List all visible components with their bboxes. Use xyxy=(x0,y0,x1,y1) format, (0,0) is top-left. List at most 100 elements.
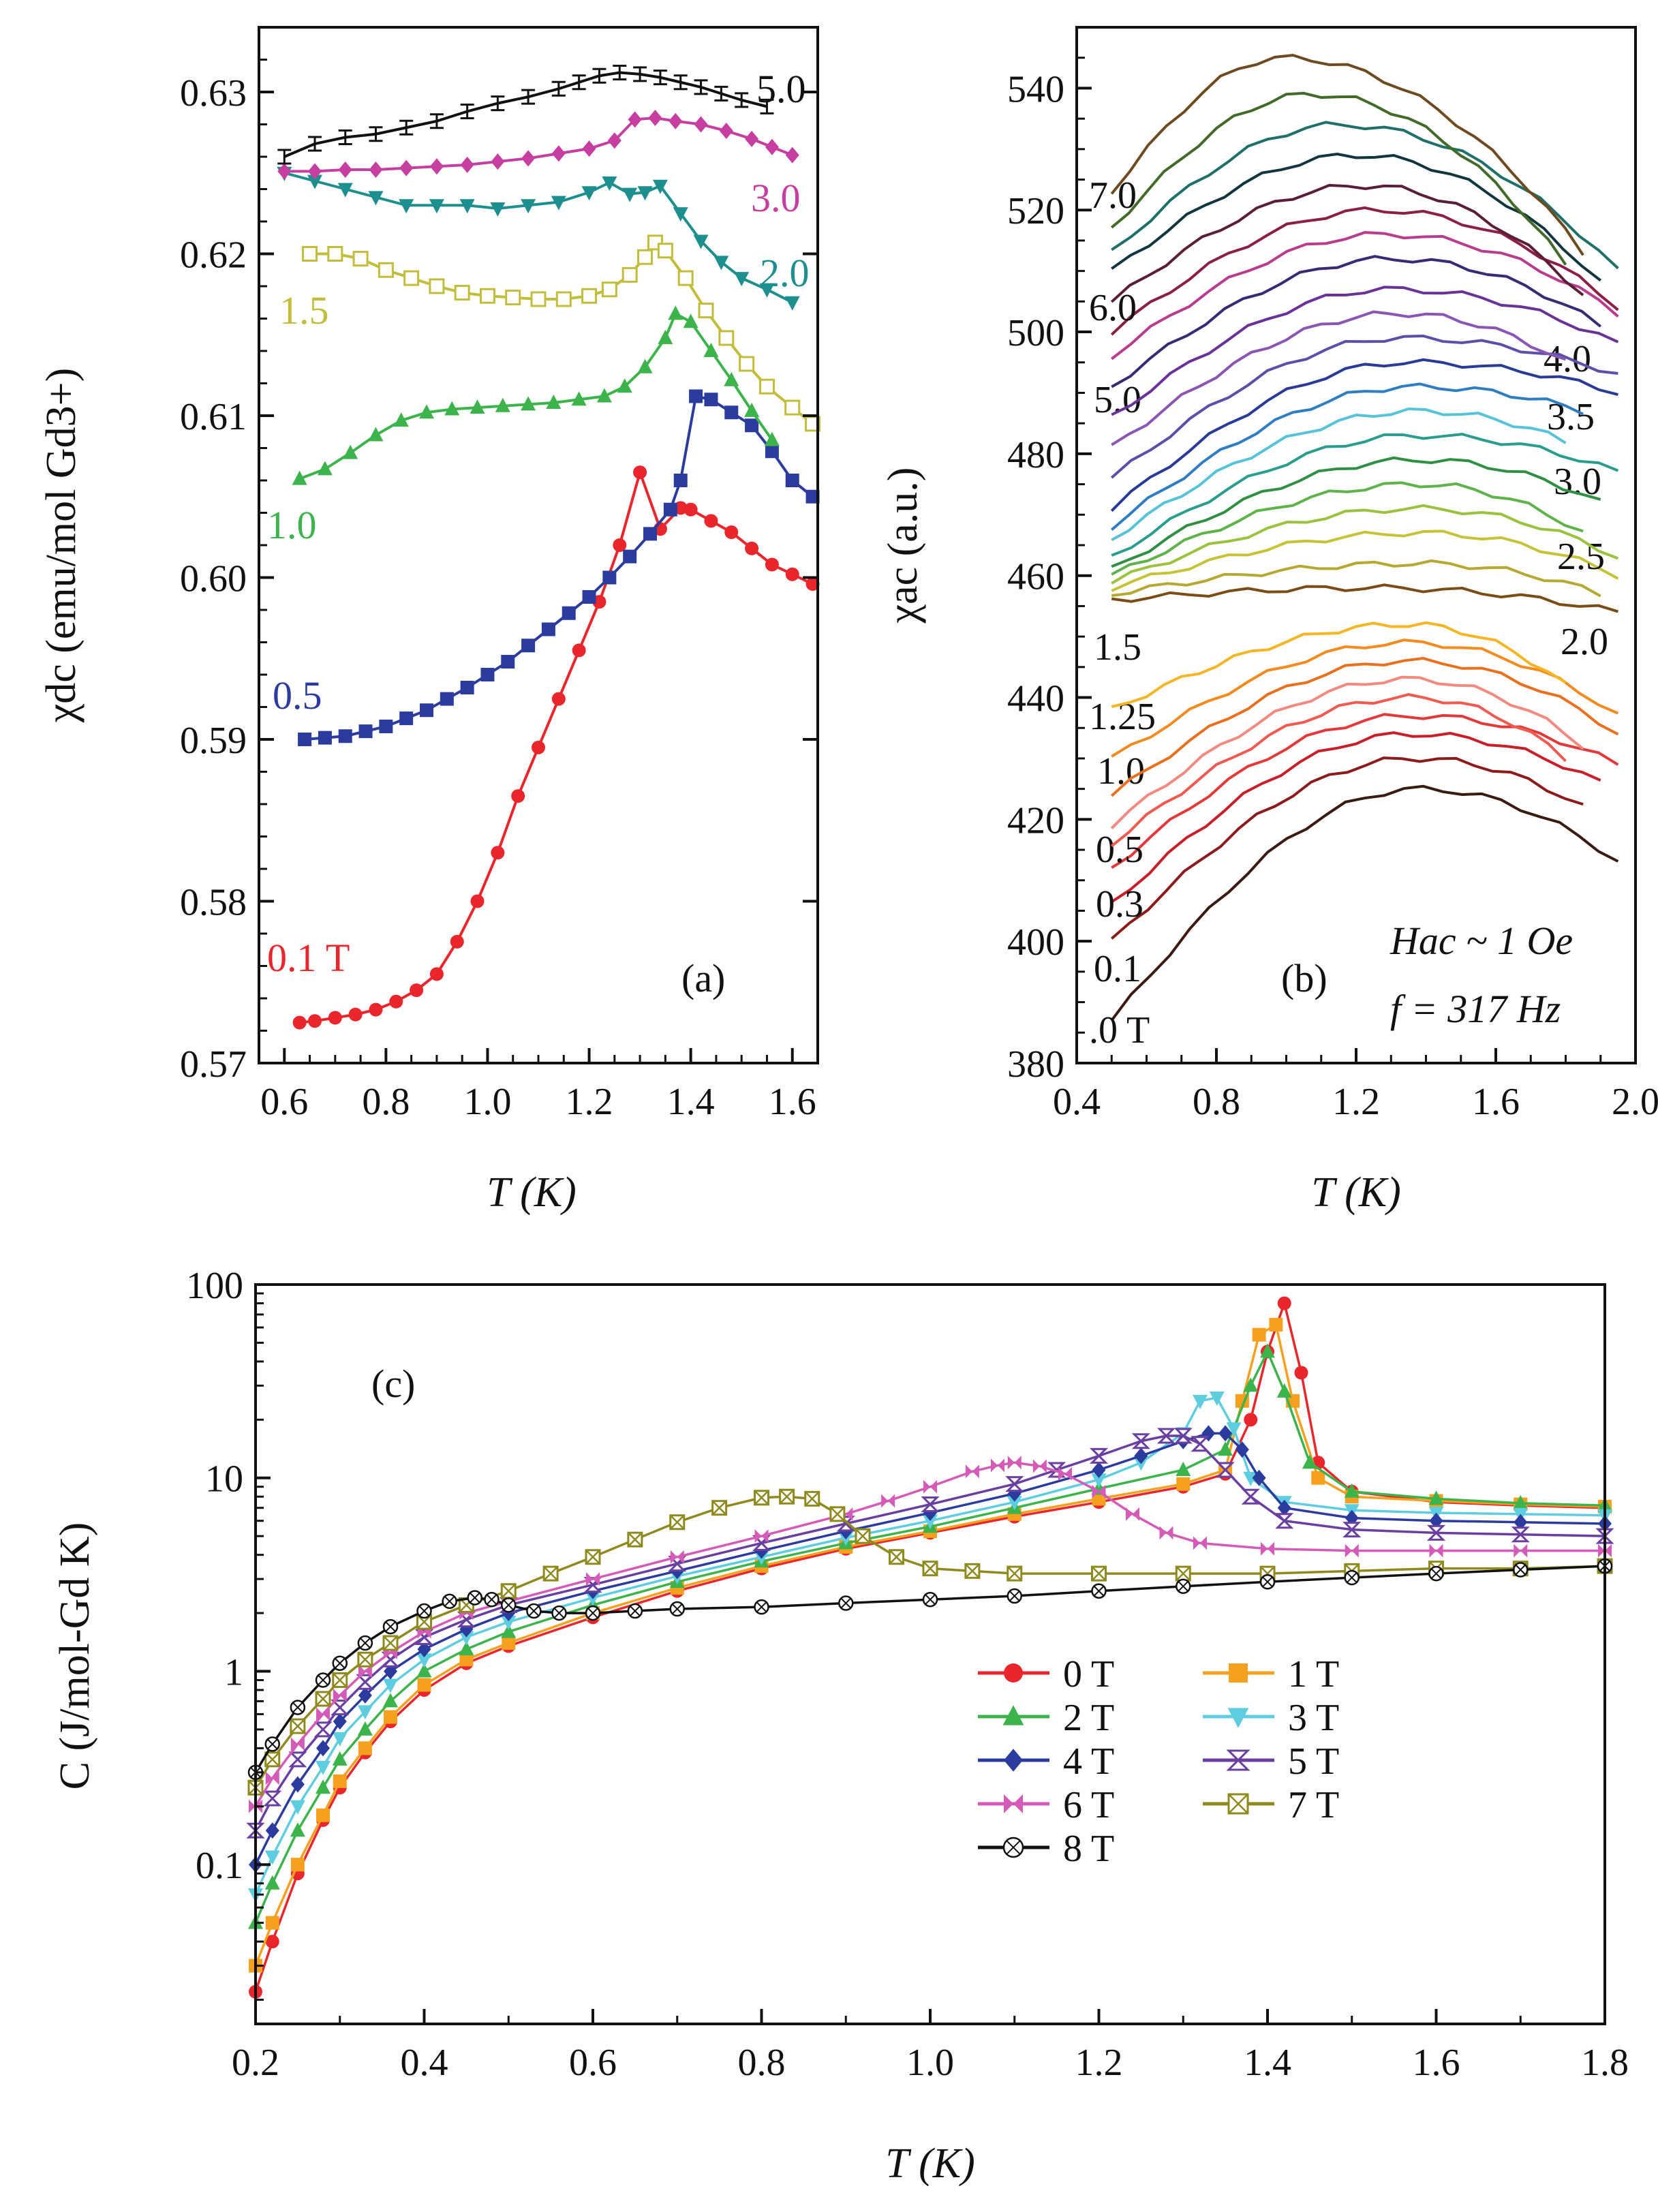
panel-c-point xyxy=(358,1687,372,1704)
panel-a-point xyxy=(318,731,332,745)
panel-a-point xyxy=(541,622,555,636)
panel-c-point xyxy=(484,1591,500,1608)
panel-a-point xyxy=(805,489,820,504)
panel-a-point xyxy=(703,343,719,357)
panel-a-point xyxy=(693,234,709,249)
panel-c-point xyxy=(1514,1543,1528,1558)
panel-b-series-line xyxy=(1110,334,1618,479)
panel-b-ytick-label: 400 xyxy=(1007,921,1064,964)
panel-c-point xyxy=(1244,1413,1258,1427)
panel-b-series-19 xyxy=(1110,334,1618,479)
panel-c-point xyxy=(290,1700,306,1715)
panel-a-point xyxy=(460,104,474,119)
panel-c-point xyxy=(265,1916,279,1930)
panel-c-point xyxy=(316,1808,330,1822)
panel-a-series-0: 0.1 T xyxy=(267,465,820,1030)
panel-c-point xyxy=(459,1653,474,1667)
panel-a-series-4: 2.0 xyxy=(277,166,810,311)
panel-c-point xyxy=(923,1514,938,1529)
panel-a-point xyxy=(673,74,688,91)
panel-b-ytick-label: 540 xyxy=(1007,68,1064,110)
panel-c-point xyxy=(1007,1496,1022,1511)
panel-a-point xyxy=(328,1011,342,1025)
panel-b-series-line xyxy=(1110,657,1619,797)
panel-a-point xyxy=(551,145,566,162)
legend-entry: 8 T xyxy=(978,1828,1114,1870)
panel-a-point xyxy=(694,116,708,133)
panel-c-point xyxy=(265,1822,279,1839)
panel-a-point xyxy=(581,186,597,201)
panel-b-xtick-label: 1.2 xyxy=(1332,1081,1380,1123)
panel-a-point xyxy=(460,156,474,173)
panel-c-point xyxy=(333,1713,347,1730)
panel-a-point xyxy=(657,243,673,259)
panel-c-ylabel: C (J/mol-Gd K) xyxy=(52,1522,98,1790)
panel-a-series-line xyxy=(283,171,793,304)
panel-b-ylabel: χac (a.u.) xyxy=(880,467,926,624)
panel-c-xtick-label: 1.4 xyxy=(1244,2042,1291,2084)
panel-b-series-20: 5.0 xyxy=(1094,310,1567,446)
panel-b-xtick-label: 2.0 xyxy=(1612,1081,1658,1123)
panel-a-point xyxy=(613,538,627,552)
panel-c-point xyxy=(881,1494,895,1508)
panel-c-point xyxy=(1176,1578,1191,1595)
panel-a-point xyxy=(689,389,703,403)
panel-c-point xyxy=(1226,1422,1242,1437)
panel-c-point xyxy=(1277,1296,1291,1310)
panel-c-point xyxy=(585,1549,601,1565)
panel-c-series-5 xyxy=(246,1428,1614,1839)
panel-a-point xyxy=(490,202,506,217)
panel-a-ytick-label: 0.61 xyxy=(180,396,247,438)
panel-c-point xyxy=(670,1550,684,1564)
panel-c-point xyxy=(1294,1366,1308,1380)
panel-a-point xyxy=(358,724,373,739)
panel-a-point xyxy=(302,246,318,262)
panel-c-point xyxy=(417,1641,431,1658)
panel-b-label: (b) xyxy=(1281,956,1327,1000)
panel-a-point xyxy=(648,110,662,126)
panel-c-series-line xyxy=(254,1349,1606,1924)
panel-a-point xyxy=(628,111,642,128)
panel-b-series-label: 5.0 xyxy=(1094,379,1141,421)
panel-c-point xyxy=(1058,1466,1072,1481)
panel-c-legend: 0 T 1 T 2 T 3 T 4 T 5 T 6 T 7 T 8 T xyxy=(978,1653,1339,1870)
panel-a-point xyxy=(495,397,510,412)
panel-c-xtick-label: 1.0 xyxy=(906,2042,954,2084)
panel-b-series-label: 0.1 xyxy=(1094,948,1141,990)
panel-c-point xyxy=(1007,1588,1022,1604)
panel-a-point xyxy=(352,251,369,267)
legend-entry: 4 T xyxy=(978,1740,1114,1783)
panel-c-point xyxy=(779,1488,795,1505)
panel-c-point xyxy=(542,1565,559,1582)
panel-b-series-line xyxy=(1111,433,1619,557)
panel-c-series-4 xyxy=(249,1425,1612,1873)
panel-b-series-line xyxy=(1110,206,1619,336)
panel-b-series-0: .0 T xyxy=(1089,784,1619,1051)
panel-b-series-line xyxy=(1111,529,1619,592)
panel-c-point xyxy=(357,1705,373,1720)
legend-entry: 1 T xyxy=(1203,1653,1339,1695)
panel-a-ytick-label: 0.58 xyxy=(180,882,247,924)
panel-a-point xyxy=(643,527,657,541)
panel-b-series-29: 7.0 xyxy=(1089,53,1584,256)
legend-label: 8 T xyxy=(1063,1828,1114,1870)
panel-c-point xyxy=(1007,1565,1023,1582)
panel-c-point xyxy=(1260,1343,1275,1358)
panel-c-ytick-label: 0.1 xyxy=(196,1845,243,1887)
panel-a-point xyxy=(521,639,536,653)
panel-b-series-13: 3.0 xyxy=(1111,461,1601,576)
panel-c-point xyxy=(1429,1512,1443,1529)
panel-c-series-8 xyxy=(247,1558,1613,1781)
panel-a-point xyxy=(784,399,801,416)
panel-a-point xyxy=(745,541,759,555)
panel-a-point xyxy=(444,401,460,416)
panel-c-point xyxy=(357,1651,373,1668)
panel-a-series-label: 5.0 xyxy=(756,67,806,111)
panel-a-point xyxy=(399,119,414,136)
panel-a-series-label: 2.0 xyxy=(760,251,810,295)
panel-c-point xyxy=(1134,1447,1148,1464)
panel-a-point xyxy=(393,412,409,427)
panel-c-point xyxy=(1259,1574,1276,1590)
panel-b-series-line xyxy=(1110,91,1567,266)
